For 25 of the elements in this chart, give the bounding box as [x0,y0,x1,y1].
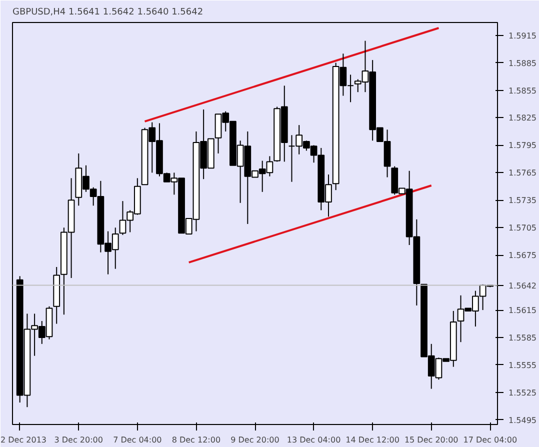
x-tick-label: 17 Dec 04:00 [463,436,518,444]
ref-line-label: 1.5642 [508,281,536,290]
x-tick-label: 8 Dec 12:00 [172,436,221,444]
y-tick-label: 1.5795 [508,141,536,150]
y-tick-label: 1.5735 [508,196,536,206]
x-tick-label: 3 Dec 20:00 [54,436,103,444]
y-tick-label: 1.5615 [508,306,536,316]
x-tick-label: 2 Dec 2013 [0,436,47,444]
x-tick-label: 13 Dec 04:00 [286,436,341,444]
x-tick-label: 15 Dec 20:00 [404,436,458,444]
x-tick-label: 14 Dec 12:00 [346,436,400,444]
y-tick-label: 1.5765 [508,168,536,178]
y-tick-label: 1.5675 [508,251,536,260]
y-tick-label: 1.5525 [508,388,536,398]
y-tick-label: 1.5705 [508,224,536,233]
y-tick-label: 1.5585 [508,334,536,343]
y-tick-label: 1.5825 [508,114,536,123]
y-tick-label: 1.5555 [508,360,536,370]
x-tick-label: 9 Dec 20:00 [230,436,280,444]
x-tick-label: 7 Dec 04:00 [113,436,162,444]
y-tick-label: 1.5855 [508,86,536,96]
y-tick-label: 1.5495 [508,416,536,425]
y-tick-label: 1.5915 [508,31,536,40]
y-tick-label: 1.5885 [508,58,536,68]
chart-title: GBPUSD,H4 1.5641 1.5642 1.5640 1.5642 [12,8,204,18]
